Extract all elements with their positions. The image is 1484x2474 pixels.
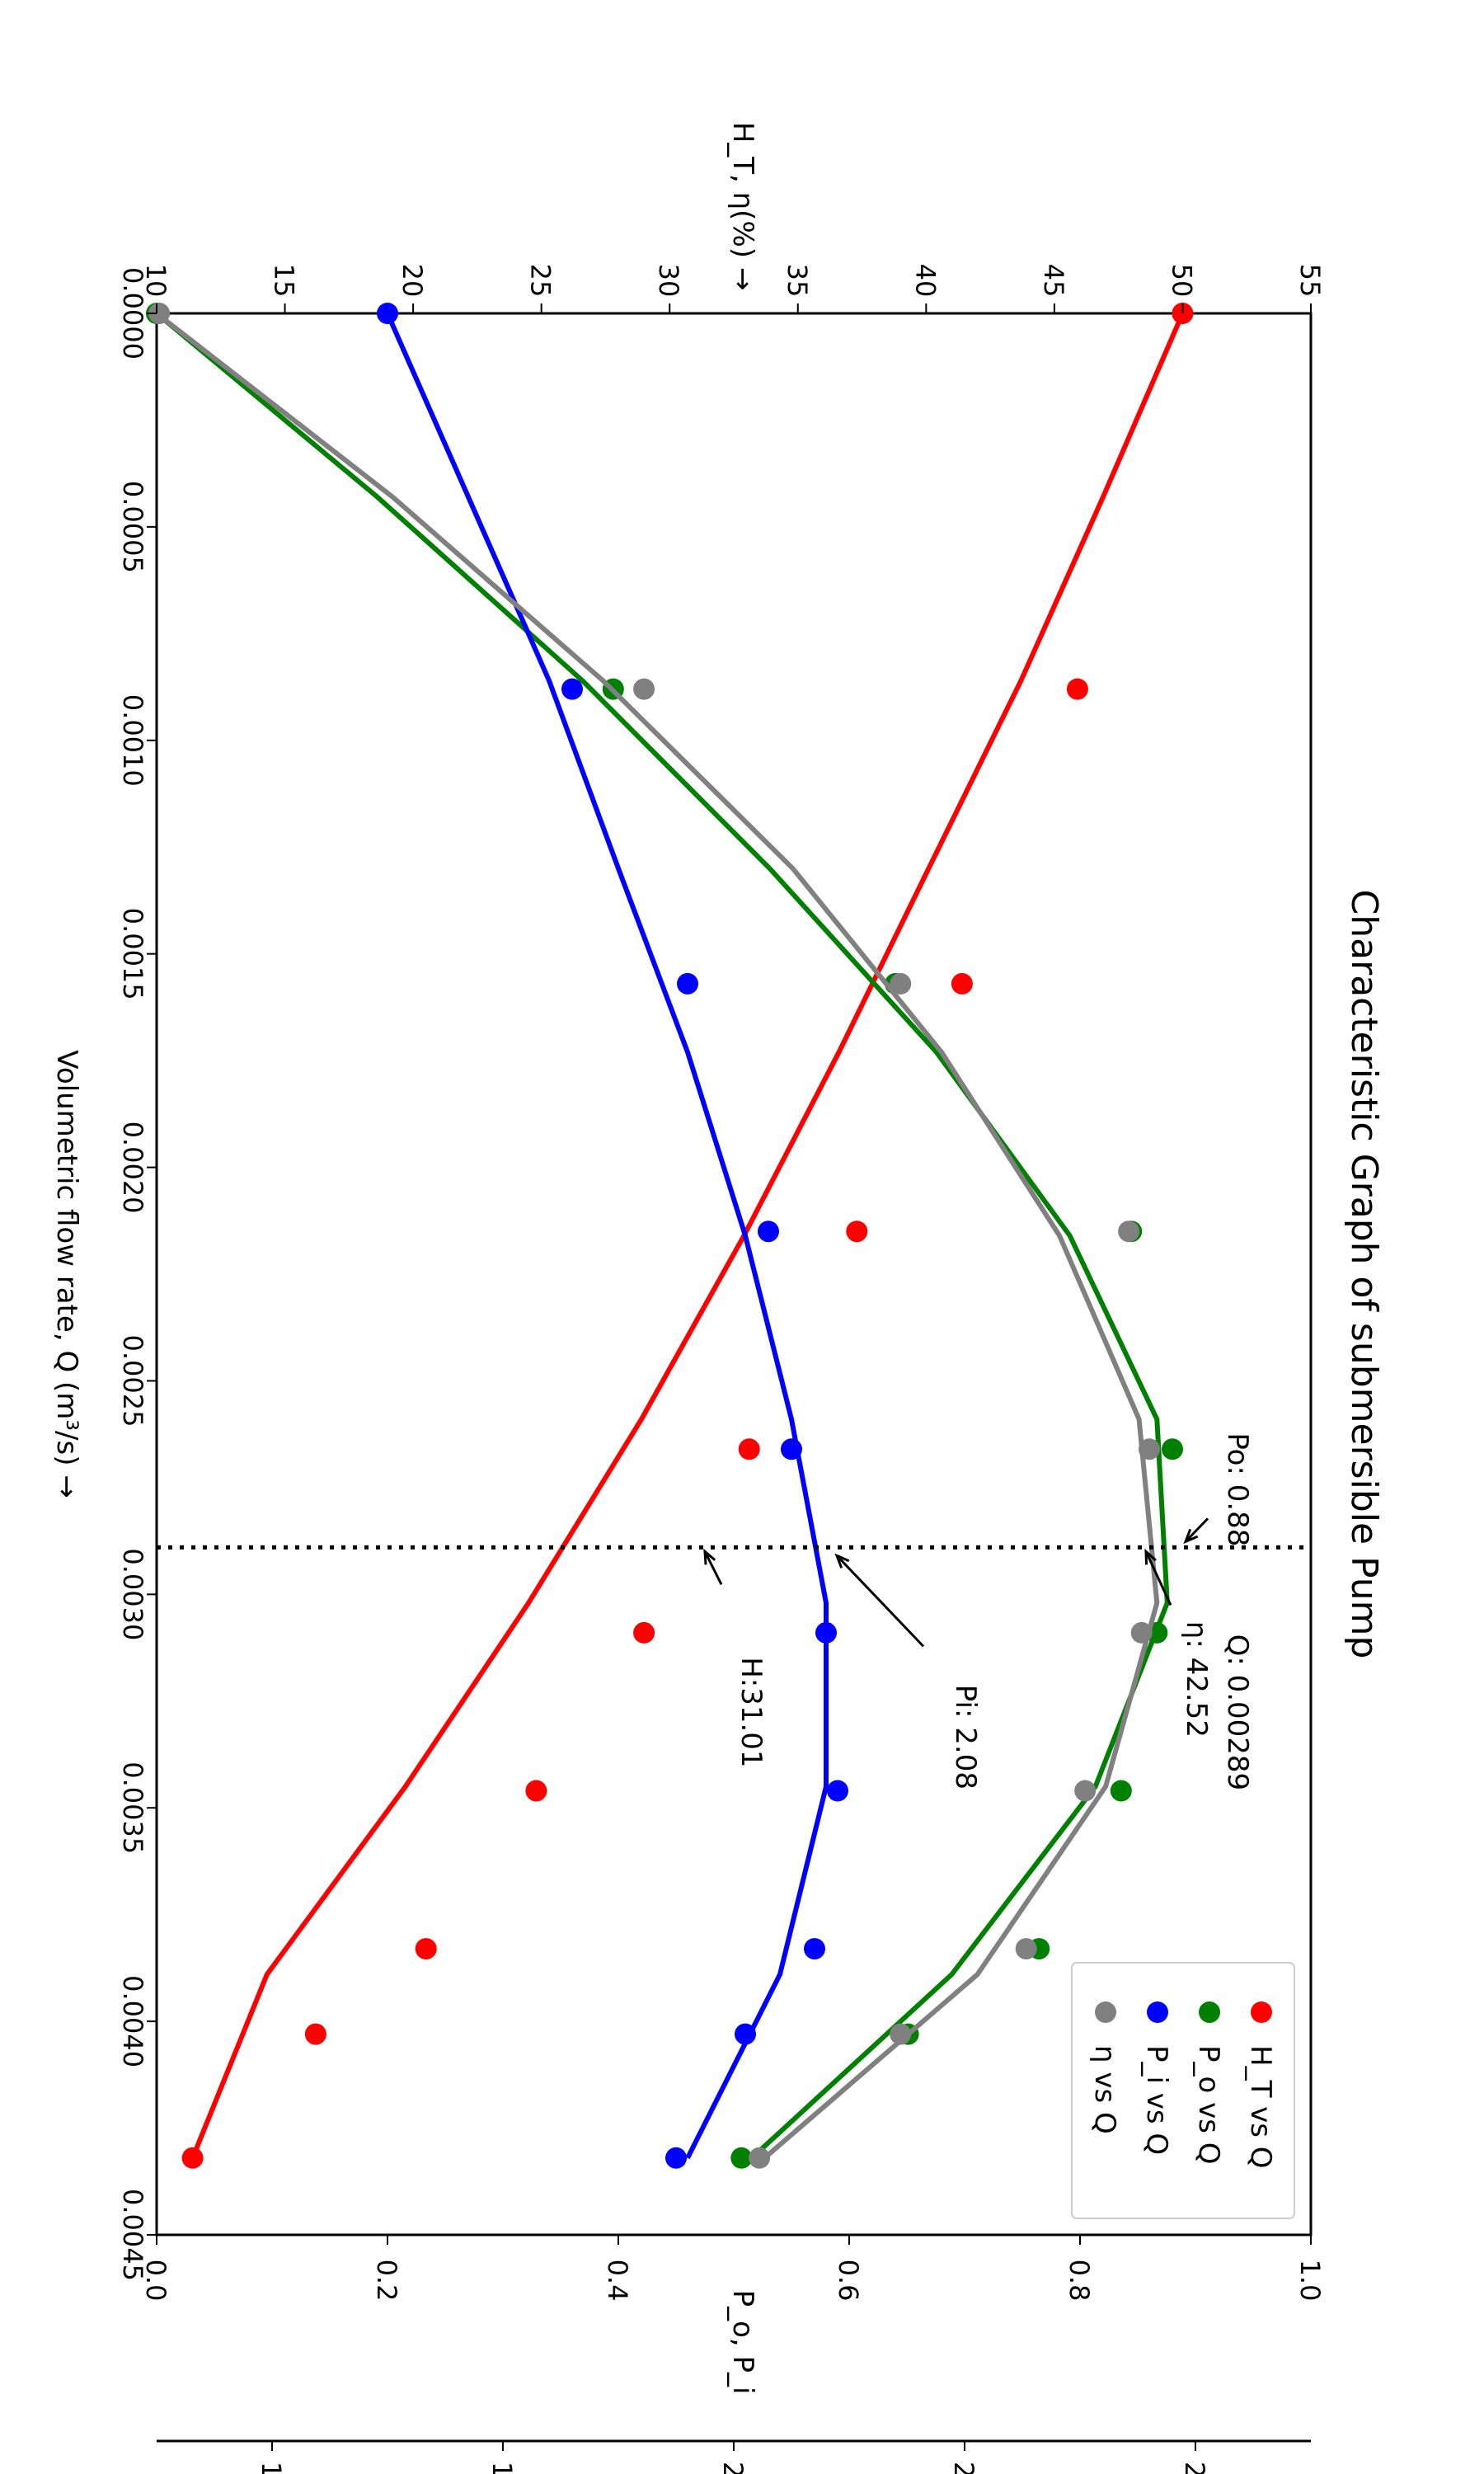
series-line [155,311,1170,2161]
x-tick-label: 0.0025 [117,1334,148,1427]
data-point [738,1438,760,1460]
second-axis-tick-label: 2 [717,2462,749,2474]
data-point [181,2147,204,2169]
chart-marks [146,303,1311,2169]
data-point [665,2147,687,2169]
data-point [415,1938,437,1960]
x-tick-label: 0.0045 [117,2189,148,2281]
y-left-tick-label: 15 [269,264,300,298]
data-point [846,1221,868,1243]
data-point [890,2023,912,2045]
x-tick-label: 0.0005 [117,481,148,573]
arrow-h-head [703,1548,716,1565]
x-axis-label: Volumetric flow rate, Q (m³/s) → [50,1050,83,1498]
legend-label: H_T vs Q [1244,2045,1277,2169]
arrow-po [1184,1517,1209,1543]
data-point [1110,1780,1132,1802]
data-point [730,2147,753,2169]
legend-label: η vs Q [1088,2045,1121,2134]
data-point [781,1438,802,1460]
data-point [633,678,655,700]
y-right-tick-label: 0.4 [602,2260,633,2302]
data-point [1162,1438,1183,1460]
data-point [525,1780,547,1802]
y-right-axis-label: P_o, P_i [726,2290,759,2395]
x-tick-label: 0.0040 [117,1975,148,2067]
y-right-tick-label: 0.6 [833,2260,864,2302]
data-point [561,678,583,700]
legend-label: P_o vs Q [1192,2045,1225,2165]
series-line [155,311,1160,2161]
second-axis-tick-label: 2 [948,2462,979,2474]
legend-marker [1095,2001,1116,2023]
legend-marker [1147,2001,1168,2023]
data-point [1139,1438,1160,1460]
data-point [1074,1780,1097,1802]
x-tick-label: 0.0030 [117,1548,148,1640]
arrow-po-head [1183,1528,1199,1545]
data-point [148,303,171,324]
annotation-q: Q: 0.00289 [1221,1634,1254,1791]
y-right-tick-label: 0.0 [140,2260,171,2302]
data-point [815,1621,837,1644]
arrow-pi [835,1554,925,1648]
data-point [758,1221,779,1243]
series-line [190,312,1186,2159]
y-left-tick-label: 40 [909,264,941,298]
arrow-pi-head [834,1553,850,1569]
y-left-tick-label: 30 [653,264,684,298]
data-point [735,2023,756,2045]
data-point [804,1938,825,1960]
y-left-tick-label: 10 [140,264,171,298]
second-axis-tick-label: 2 [1179,2462,1210,2474]
y-left-axis-label: H_T, η(%) → [726,122,759,291]
legend: H_T vs Q P_o vs Q P_i vs Q η vs Q [1071,1962,1295,2219]
y-right-tick-label: 1.0 [1294,2260,1326,2302]
data-point [1130,1621,1153,1644]
y-left-tick-label: 45 [1038,264,1069,298]
data-point [890,972,912,995]
x-tick-label: 0.0035 [117,1761,148,1854]
x-tick-label: 0.0010 [117,694,148,787]
data-point [304,2023,326,2045]
y-left-tick-label: 50 [1166,264,1197,298]
x-tick-label: 0.0020 [117,1122,148,1214]
annotation-h: H:31.01 [735,1657,768,1767]
annotation-pi: Pi: 2.08 [949,1685,982,1790]
data-point [1118,1221,1140,1243]
legend-box [1071,1962,1295,2219]
y-left-tick-label: 55 [1294,264,1326,298]
y-right-tick-label: 0.8 [1064,2260,1095,2302]
series-line [385,312,829,2160]
data-point [1015,1938,1037,1960]
arrow-eta-head [1144,1548,1157,1565]
y-left-tick-label: 35 [782,264,813,298]
second-axis-tick-label: 1 [486,2462,518,2474]
legend-marker [1251,2001,1272,2023]
data-point [827,1780,848,1802]
arrow-h [703,1550,723,1586]
y-right-tick-label: 0.2 [371,2260,402,2302]
y-left-tick-label: 25 [525,264,556,298]
second-axis-tick-label: 1 [256,2462,287,2474]
x-tick-label: 0.0000 [117,267,148,360]
annotation-eta: η: 42.52 [1180,1621,1213,1738]
legend-label: P_i vs Q [1140,2045,1173,2155]
data-point [377,303,398,324]
data-point [633,1621,655,1644]
y-left-axis-label-text: H_T, η(%) → [726,122,759,291]
y-left-tick-label: 20 [397,264,428,298]
chart-title: Characteristic Graph of submersible Pump [1343,890,1385,1659]
plot-frame [155,312,1313,2236]
legend-marker [1199,2001,1220,2023]
annotation-po: Po: 0.88 [1221,1432,1254,1546]
x-tick-label: 0.0015 [117,908,148,1000]
data-point [749,2147,771,2169]
data-point [951,972,973,995]
arrow-eta [1144,1550,1172,1606]
data-point [1066,678,1088,700]
data-point [677,972,698,995]
